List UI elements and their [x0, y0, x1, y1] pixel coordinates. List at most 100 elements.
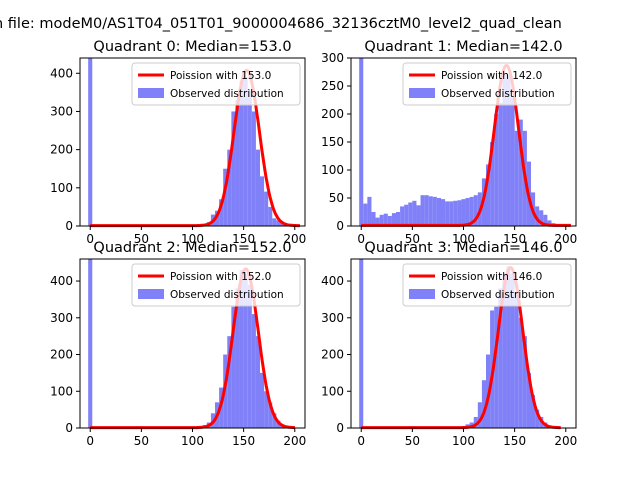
- histogram-bar: [400, 206, 405, 226]
- histogram-bar: [547, 220, 552, 226]
- histogram-bar: [264, 391, 269, 428]
- histogram-bar: [391, 213, 396, 226]
- histogram-bar: [514, 130, 519, 226]
- histogram-bar: [473, 195, 478, 226]
- histogram-bar: [235, 100, 240, 226]
- histogram-bar: [260, 372, 265, 428]
- y-tick-label: 400: [50, 274, 73, 288]
- histogram-bar: [223, 168, 228, 226]
- histogram-bar: [359, 259, 364, 428]
- histogram-bar: [235, 288, 240, 428]
- x-tick-label: 200: [554, 232, 577, 246]
- histogram-bar: [543, 214, 548, 226]
- x-tick-label: 0: [357, 232, 365, 246]
- histogram-bar: [251, 111, 256, 226]
- subplot-quadrant-2: Quadrant 2: Median=152.0 0 50 100 150 200 0 100…: [50, 240, 306, 448]
- histogram-bar: [526, 372, 531, 428]
- histogram-bar: [465, 198, 470, 226]
- legend-box: [131, 62, 301, 106]
- histogram-bar: [371, 212, 376, 226]
- histogram-bar: [408, 202, 413, 226]
- x-tick-label: 50: [134, 434, 149, 448]
- x-tick-label: 50: [134, 232, 149, 246]
- histogram-bar: [367, 196, 372, 226]
- x-tick-label: 200: [554, 434, 577, 448]
- y-tick-label: 300: [321, 51, 344, 65]
- histogram-bar: [461, 199, 466, 226]
- legend-label-observed: Observed distribution: [170, 289, 284, 301]
- histogram-bar: [243, 273, 248, 428]
- subplot-title: Quadrant 3: Median=146.0: [364, 240, 562, 256]
- histogram-bar: [453, 200, 458, 226]
- legend-patch-swatch: [138, 88, 164, 98]
- x-tick-label: 150: [232, 232, 255, 246]
- x-tick-label: 50: [405, 434, 420, 448]
- y-tick-label: 200: [321, 107, 344, 121]
- histogram-bar: [506, 266, 511, 428]
- y-tick-label: 0: [65, 219, 73, 233]
- y-tick-label: 0: [65, 421, 73, 435]
- x-tick-label: 150: [503, 434, 526, 448]
- x-tick-label: 100: [181, 434, 204, 448]
- legend: Poission with 142.0 Observed distribution: [402, 62, 572, 106]
- y-tick-label: 300: [50, 311, 73, 325]
- legend-label-poisson: Poission with 152.0: [170, 271, 271, 283]
- histogram-bar: [268, 206, 273, 226]
- histogram-bar: [518, 317, 523, 428]
- histogram-bar: [514, 292, 519, 428]
- y-tick-label: 100: [321, 163, 344, 177]
- histogram-bar: [88, 58, 93, 226]
- histogram-bar: [494, 114, 499, 226]
- y-tick-label: 300: [321, 311, 344, 325]
- histogram-bar: [404, 204, 409, 226]
- poisson-curve: [360, 63, 572, 227]
- histogram-bar: [387, 215, 392, 226]
- subplot-quadrant-0: Quadrant 0: Median=153.0 0 50 100 150 200 0 100…: [50, 39, 306, 246]
- subplot-title: Quadrant 2: Median=152.0: [93, 240, 291, 256]
- x-tick-label: 150: [503, 232, 526, 246]
- y-tick-label: 50: [329, 191, 344, 205]
- histogram-bar: [486, 164, 491, 226]
- legend-label-observed: Observed distribution: [441, 88, 555, 100]
- histogram-bar: [247, 284, 252, 428]
- histogram-bar: [457, 200, 462, 226]
- histogram-bar: [535, 206, 540, 226]
- histogram-bar: [481, 380, 486, 428]
- x-tick-label: 50: [405, 232, 420, 246]
- y-tick-label: 100: [50, 384, 73, 398]
- x-tick-label: 100: [452, 434, 475, 448]
- y-tick-label: 250: [321, 79, 344, 93]
- histogram-bar: [243, 77, 248, 226]
- histogram-bar: [375, 217, 380, 226]
- histogram-bar: [276, 220, 281, 226]
- histogram-bar: [255, 336, 260, 428]
- y-tick-label: 200: [321, 348, 344, 362]
- histogram-bar: [88, 259, 93, 428]
- histogram-bar: [441, 199, 446, 226]
- histogram-bar: [502, 273, 507, 428]
- y-tick-label: 200: [50, 143, 73, 157]
- y-tick-label: 400: [50, 66, 73, 80]
- subplot-quadrant-3: Quadrant 3: Median=146.0 0 50 100 150 200 0 100…: [321, 240, 577, 448]
- histogram-bar: [510, 97, 515, 226]
- legend-patch-swatch: [409, 88, 435, 98]
- histogram-bar: [231, 111, 236, 226]
- histogram-bar: [428, 196, 433, 226]
- histogram-bar: [449, 201, 454, 226]
- legend: Poission with 153.0 Observed distribution: [131, 62, 301, 106]
- histogram-bar: [268, 402, 273, 428]
- histogram-bar: [255, 149, 260, 226]
- subplot-grid: Quadrant 0: Median=153.0 0 50 100 150 200 0 100…: [50, 39, 577, 448]
- x-tick-label: 0: [86, 434, 94, 448]
- histogram-bar: [383, 213, 388, 226]
- histogram-bar: [260, 176, 265, 226]
- histogram-bar: [412, 200, 417, 226]
- y-tick-label: 300: [50, 104, 73, 118]
- histogram-bar: [379, 214, 384, 226]
- y-tick-label: 150: [321, 135, 344, 149]
- histogram-bar: [531, 394, 536, 428]
- histogram-bar: [227, 149, 232, 226]
- x-tick-label: 0: [357, 434, 365, 448]
- y-tick-label: 0: [336, 421, 344, 435]
